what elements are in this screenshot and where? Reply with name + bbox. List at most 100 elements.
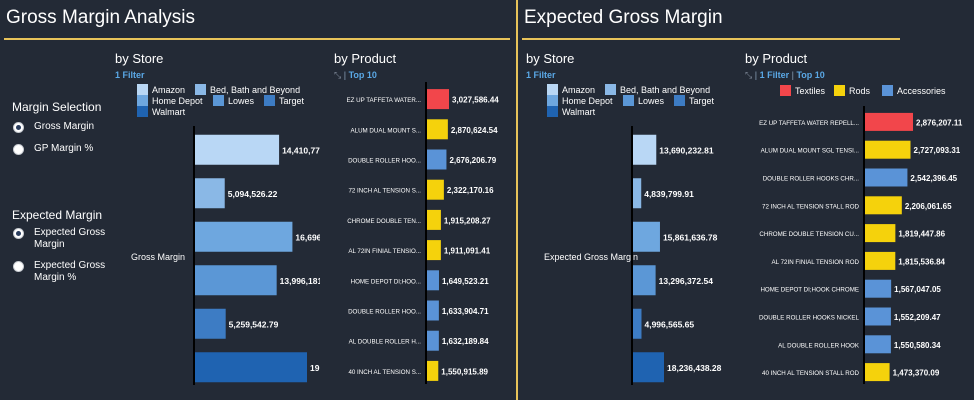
bar[interactable] <box>865 112 913 131</box>
bar[interactable] <box>427 300 439 321</box>
category-label: DOUBLE ROLLER HOOKS NICKEL <box>759 315 860 322</box>
left-product-title: by Product <box>334 51 397 66</box>
bar[interactable] <box>427 119 448 140</box>
bar[interactable] <box>865 140 911 159</box>
data-label: 2,542,396.45 <box>910 174 957 183</box>
legend-item-bbb[interactable]: Bed, Bath and Beyond <box>605 84 710 95</box>
radio-button[interactable] <box>13 261 24 272</box>
data-label: 4,839,799.91 <box>644 189 694 199</box>
right-store-axis-title: Expected Gross Margin <box>544 252 639 262</box>
bar[interactable] <box>865 307 891 326</box>
bar[interactable] <box>427 149 447 170</box>
category-label: ALUM DUAL MOUNT SGL TENSI... <box>761 148 860 155</box>
bar[interactable] <box>195 308 226 339</box>
data-label: 5,094,526.22 <box>228 189 278 199</box>
sort-icon[interactable]: ⤡ <box>745 70 753 80</box>
bar[interactable] <box>195 178 225 209</box>
legend-item-amazon[interactable]: Amazon <box>547 84 595 95</box>
right-store-filter[interactable]: 1 Filter <box>526 70 556 80</box>
bar[interactable] <box>633 352 664 383</box>
data-label: 4,996,565.65 <box>644 319 694 329</box>
legend-item-walmart[interactable]: Walmart <box>137 106 185 117</box>
sort-icon[interactable]: ⤡ <box>334 70 342 80</box>
legend-item-textiles[interactable]: Textiles <box>780 85 825 96</box>
category-label: CHROME DOUBLE TEN... <box>347 218 421 225</box>
right-product-title: by Product <box>745 51 808 66</box>
bar[interactable] <box>427 89 449 110</box>
page-title-left: Gross Margin Analysis <box>6 7 196 28</box>
data-label: 1,473,370.09 <box>893 369 940 378</box>
bar[interactable] <box>633 221 660 252</box>
left-product-filter[interactable]: ⤡ | Top 10 <box>334 70 377 80</box>
legend-item-target[interactable]: Target <box>264 95 304 106</box>
bar[interactable] <box>195 221 293 252</box>
bar[interactable] <box>865 196 902 215</box>
category-label: AL DOUBLE ROLLER HOOK <box>778 342 860 349</box>
bar[interactable] <box>865 224 896 243</box>
data-label: 14,410,771.37 <box>282 145 320 155</box>
left-store-filter[interactable]: 1 Filter <box>115 70 145 80</box>
bar[interactable] <box>427 360 439 381</box>
bar[interactable] <box>427 330 439 351</box>
bar[interactable] <box>427 209 441 230</box>
bar[interactable] <box>865 279 892 298</box>
legend-item-lowes[interactable]: Lowes <box>623 95 664 106</box>
right-store-chart: 13,690,232.81 4,839,799.91 15,861,636.78 13… <box>631 126 722 385</box>
bar[interactable] <box>195 265 277 296</box>
radio-button[interactable] <box>13 144 24 155</box>
right-product-filter[interactable]: ⤡ | 1 Filter | Top 10 <box>745 70 825 80</box>
bar[interactable] <box>633 178 642 209</box>
bar[interactable] <box>865 363 890 382</box>
bar[interactable] <box>427 179 444 200</box>
radio-expected-gross-margin-pct[interactable]: Expected Gross Margin % <box>13 260 108 284</box>
bar[interactable] <box>865 168 908 187</box>
top10-filter[interactable]: Top 10 <box>348 70 377 80</box>
left-store-title: by Store <box>115 51 164 66</box>
bar[interactable] <box>633 265 656 296</box>
left-product-chart: 3,027,586.44 EZ UP TAFFETA WATER... 2,870,… <box>347 82 499 384</box>
radio-gross-margin[interactable]: Gross Margin <box>13 121 94 133</box>
radio-button[interactable] <box>13 228 24 239</box>
data-label: 2,206,061.65 <box>905 202 952 211</box>
right-store-title: by Store <box>526 51 575 66</box>
radio-label: GP Margin % <box>34 143 94 154</box>
category-label: AL DOUBLE ROLLER H... <box>349 339 422 346</box>
legend-item-home-depot[interactable]: Home Depot <box>547 95 613 106</box>
legend-item-target[interactable]: Target <box>674 95 714 106</box>
category-label: DOUBLE ROLLER HOOKS CHR... <box>763 176 860 183</box>
data-label: 1,911,091.41 <box>444 247 491 256</box>
category-label: EZ UP TAFFETA WATER... <box>347 97 422 104</box>
category-label: 72 INCH AL TENSION STALL ROD <box>762 203 859 210</box>
bar[interactable] <box>633 308 642 339</box>
category-label: DOUBLE ROLLER HOO... <box>348 158 421 165</box>
legend-item-accessories[interactable]: Accessories <box>882 85 946 96</box>
legend-item-walmart[interactable]: Walmart <box>547 106 595 117</box>
category-label: DOUBLE ROLLER HOO... <box>348 309 421 316</box>
data-label: 19,196,250.83 <box>310 363 320 373</box>
margin-selection-title: Margin Selection <box>12 100 102 114</box>
data-label: 1,819,447.86 <box>898 230 945 239</box>
page-title-right: Expected Gross Margin <box>524 7 723 28</box>
radio-gp-margin-pct[interactable]: GP Margin % <box>13 143 94 155</box>
left-store-axis-title: Gross Margin <box>131 252 186 262</box>
bar[interactable] <box>633 134 657 165</box>
category-label: EZ UP TAFFETA WATER REPELL... <box>759 120 859 127</box>
legend-item-rods[interactable]: Rods <box>834 85 870 96</box>
one-filter[interactable]: 1 Filter <box>759 70 790 80</box>
bar[interactable] <box>195 134 280 165</box>
bar[interactable] <box>195 352 307 383</box>
legend-item-amazon[interactable]: Amazon <box>137 84 185 95</box>
radio-button[interactable] <box>13 122 24 133</box>
bar[interactable] <box>865 251 896 270</box>
legend-item-lowes[interactable]: Lowes <box>213 95 254 106</box>
expected-margin-title: Expected Margin <box>12 208 103 222</box>
radio-expected-gross-margin[interactable]: Expected Gross Margin <box>13 227 108 251</box>
legend-item-bbb[interactable]: Bed, Bath and Beyond <box>195 84 300 95</box>
bar[interactable] <box>427 240 441 261</box>
legend-item-home-depot[interactable]: Home Depot <box>137 95 203 106</box>
data-label: 1,815,536.84 <box>898 257 945 266</box>
bar[interactable] <box>427 270 439 291</box>
top10-filter[interactable]: Top 10 <box>796 70 825 80</box>
bar[interactable] <box>865 335 891 354</box>
category-label: HOME DEPOT DI;HOO... <box>351 278 422 285</box>
